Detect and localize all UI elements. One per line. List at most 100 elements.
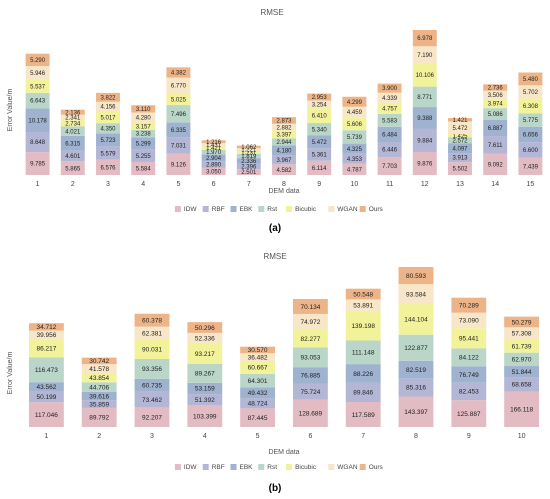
data-label-rbf-5: 7.031 xyxy=(171,144,187,150)
data-label-rst-7: 1.819 xyxy=(241,154,257,160)
bar-segment-idw-4 xyxy=(131,161,156,175)
data-label-ebk-4: 5.299 xyxy=(136,142,152,148)
bar-segment-ebk-9 xyxy=(451,366,487,383)
data-label-rbf-1: 8.648 xyxy=(30,140,46,146)
data-label-ebk-5: 6.335 xyxy=(171,128,187,134)
bar-segment-bicubic-8 xyxy=(272,130,296,139)
legend-swatch-rst xyxy=(258,206,265,212)
bar-segment-idw-9 xyxy=(451,400,487,427)
data-label-bicubic-6: 1.421 xyxy=(206,146,222,152)
bar-segment-wgan-12 xyxy=(412,46,437,64)
data-label-ebk-13: 4.097 xyxy=(452,146,468,152)
bar-segment-rbf-4 xyxy=(187,394,223,406)
data-label-rbf-4: 51.392 xyxy=(195,397,215,404)
bar-segment-rst-3 xyxy=(134,359,170,379)
bar-segment-ebk-5 xyxy=(240,387,276,399)
data-label-bicubic-2: 2.734 xyxy=(65,121,81,127)
bar-segment-rbf-7 xyxy=(345,382,381,402)
data-label-wgan-8: 93.584 xyxy=(406,291,426,298)
data-label-bicubic-5: 60.667 xyxy=(248,365,268,372)
chart-a-tick-labels: 1 2 3 4 5 6 7 8 9 10 11 12 13 14 15 xyxy=(36,181,535,188)
bar-segment-bicubic-12 xyxy=(412,63,437,87)
data-label-bicubic-13: 1.425 xyxy=(452,134,468,140)
data-label-ebk-8: 82.519 xyxy=(406,367,426,374)
bar-segment-wgan-4 xyxy=(187,332,223,344)
bar-segment-ebk-13 xyxy=(448,143,472,154)
data-label-ours-5: 4.382 xyxy=(171,71,187,77)
tick-label-14: 14 xyxy=(491,181,499,188)
data-label-bicubic-7: 1.231 xyxy=(241,151,257,157)
bar-segment-rst-10 xyxy=(504,352,540,367)
legend-label-ebk: EBK xyxy=(240,206,254,213)
bar-segment-rst-10 xyxy=(342,130,367,144)
bar-segment-wgan-2 xyxy=(60,114,85,121)
legend-swatch-wgan xyxy=(328,206,335,212)
data-label-idw-1: 9.785 xyxy=(30,162,46,168)
data-label-rst-6: 93.053 xyxy=(300,355,320,362)
data-label-wgan-7: 53.891 xyxy=(353,302,373,309)
chart-b-caption: (b) xyxy=(269,483,282,494)
data-label-wgan-5: 36.482 xyxy=(248,354,268,361)
tick-label-10: 10 xyxy=(518,433,526,440)
data-label-rst-3: 93.356 xyxy=(142,366,162,373)
bar-segment-wgan-3 xyxy=(134,326,170,340)
tick-label-7: 7 xyxy=(361,433,365,440)
data-label-wgan-2: 2.341 xyxy=(65,116,81,122)
data-label-bicubic-5: 5.025 xyxy=(171,97,187,103)
data-label-wgan-6: 74.972 xyxy=(300,319,320,326)
data-label-bicubic-12: 10.106 xyxy=(416,73,435,79)
data-label-rst-15: 5.775 xyxy=(523,118,539,124)
legend-label-wgan: WGAN xyxy=(337,206,358,213)
bar-segment-rst-5 xyxy=(166,105,191,123)
bar-segment-ours-7 xyxy=(345,288,381,300)
bar-segment-idw-8 xyxy=(398,396,434,427)
tick-label-11: 11 xyxy=(386,181,393,188)
bar-segment-rst-3 xyxy=(96,123,120,134)
data-label-wgan-9: 3.254 xyxy=(312,102,328,108)
data-label-bicubic-7: 139.198 xyxy=(351,323,375,330)
data-label-rbf-13: 3.913 xyxy=(452,156,468,162)
bar-segment-rbf-8 xyxy=(398,378,434,397)
data-label-wgan-6: 1.431 xyxy=(206,143,222,149)
bar-segment-bicubic-2 xyxy=(81,373,117,383)
data-label-bicubic-1: 5.537 xyxy=(30,84,46,90)
bar-segment-bicubic-11 xyxy=(377,102,402,114)
data-label-wgan-4: 52.336 xyxy=(195,336,215,343)
bar-segment-ebk-15 xyxy=(518,126,543,143)
bar-segment-rst-6 xyxy=(292,347,328,368)
bar-segment-bicubic-8 xyxy=(398,304,434,335)
bar-segment-rbf-8 xyxy=(272,155,296,165)
bar-segment-ebk-6 xyxy=(292,367,328,384)
data-label-idw-11: 7.703 xyxy=(382,164,398,170)
bar-segment-wgan-5 xyxy=(240,353,276,361)
data-label-bicubic-9: 6.410 xyxy=(312,114,328,120)
data-label-idw-10: 4.787 xyxy=(347,168,363,174)
data-label-rbf-1: 50.199 xyxy=(36,394,56,401)
bar-segment-ours-3 xyxy=(96,92,120,102)
data-label-idw-12: 9.876 xyxy=(417,162,433,168)
bar-segment-ebk-8 xyxy=(398,360,434,379)
bar-segment-ours-9 xyxy=(451,297,487,313)
bar-segment-idw-5 xyxy=(240,408,276,427)
bar-segment-ebk-12 xyxy=(412,107,437,129)
bar-segment-ebk-1 xyxy=(28,382,64,392)
data-label-rbf-7: 2.396 xyxy=(241,164,257,170)
bar-segment-rbf-6 xyxy=(292,383,328,400)
legend-label-idw: IDW xyxy=(184,206,198,213)
chart-b-ylabel: Error Value/m xyxy=(7,352,14,395)
data-label-rst-8: 2.944 xyxy=(276,140,292,146)
data-label-idw-9: 125.887 xyxy=(457,411,481,418)
legend-swatch-rbf xyxy=(202,464,209,470)
data-label-idw-5: 9.126 xyxy=(171,162,187,168)
chart-a-title: RMSE xyxy=(260,8,283,17)
data-label-ebk-4: 53.159 xyxy=(195,386,215,393)
data-label-idw-13: 5.502 xyxy=(452,167,468,173)
legend-label-wgan: WGAN xyxy=(337,464,358,471)
bar-segment-rbf-2 xyxy=(81,400,117,408)
bar-segment-rst-15 xyxy=(518,113,543,127)
bar-segment-ebk-9 xyxy=(307,135,332,149)
data-label-ebk-1: 10.178 xyxy=(28,118,47,124)
data-label-wgan-1: 5.946 xyxy=(30,71,46,77)
data-label-ours-14: 2.736 xyxy=(488,86,504,92)
